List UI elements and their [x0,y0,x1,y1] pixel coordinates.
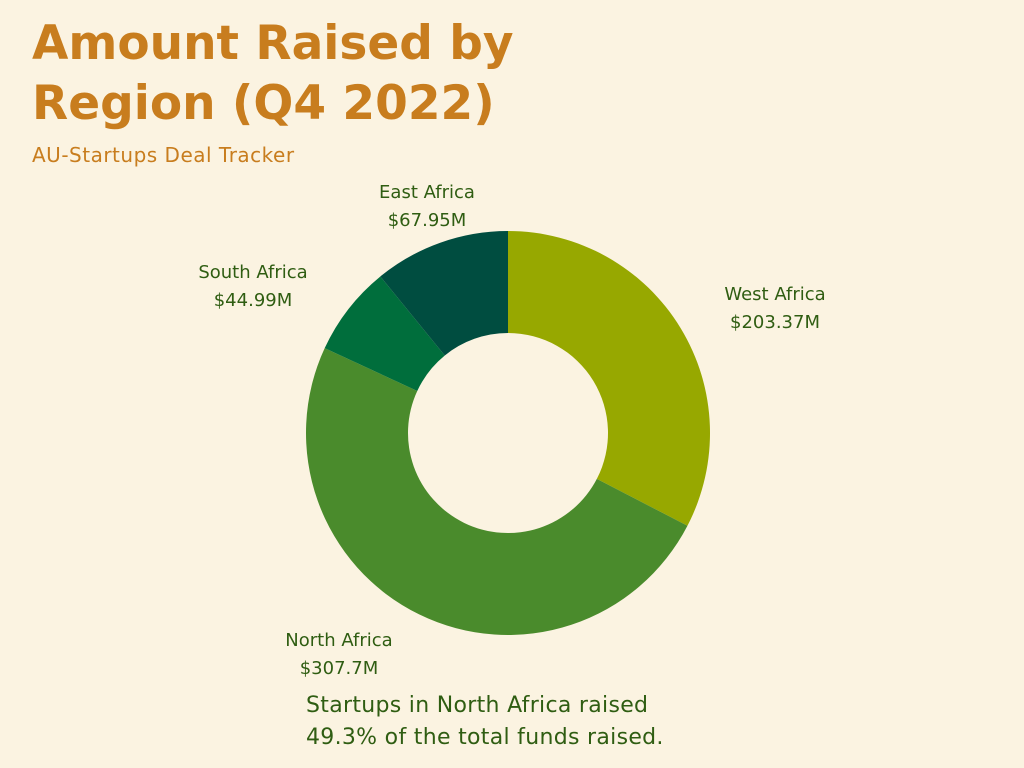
slice-south-africa [324,276,445,391]
slice-name-north-africa: North Africa [285,630,392,651]
slice-value-east-africa: $67.95M [388,210,467,231]
slice-label-east-africa: East Africa $67.95M [379,182,475,231]
slice-north-africa [306,348,688,635]
slice-name-east-africa: East Africa [379,182,475,203]
footnote-line-1: Startups in North Africa raised [306,693,649,718]
slice-value-west-africa: $203.37M [730,312,820,333]
slice-value-north-africa: $307.7M [300,658,379,679]
slice-value-south-africa: $44.99M [214,290,293,311]
chart-title: Amount Raised by Region (Q4 2022) [32,14,632,134]
slice-name-south-africa: South Africa [198,262,307,283]
slice-label-south-africa: South Africa $44.99M [198,262,307,311]
chart-title-line-1: Amount Raised by [32,16,514,71]
slice-east-africa [380,231,508,356]
slice-name-west-africa: West Africa [724,284,825,305]
slice-label-west-africa: West Africa $203.37M [724,284,825,333]
slice-label-north-africa: North Africa $307.7M [285,630,392,679]
slice-west-africa [508,231,711,526]
footnote-line-2: 49.3% of the total funds raised. [306,725,664,750]
chart-footnote: Startups in North Africa raised 49.3% of… [306,690,664,754]
chart-title-line-2: Region (Q4 2022) [32,76,495,131]
chart-subtitle: AU-Startups Deal Tracker [32,143,295,167]
